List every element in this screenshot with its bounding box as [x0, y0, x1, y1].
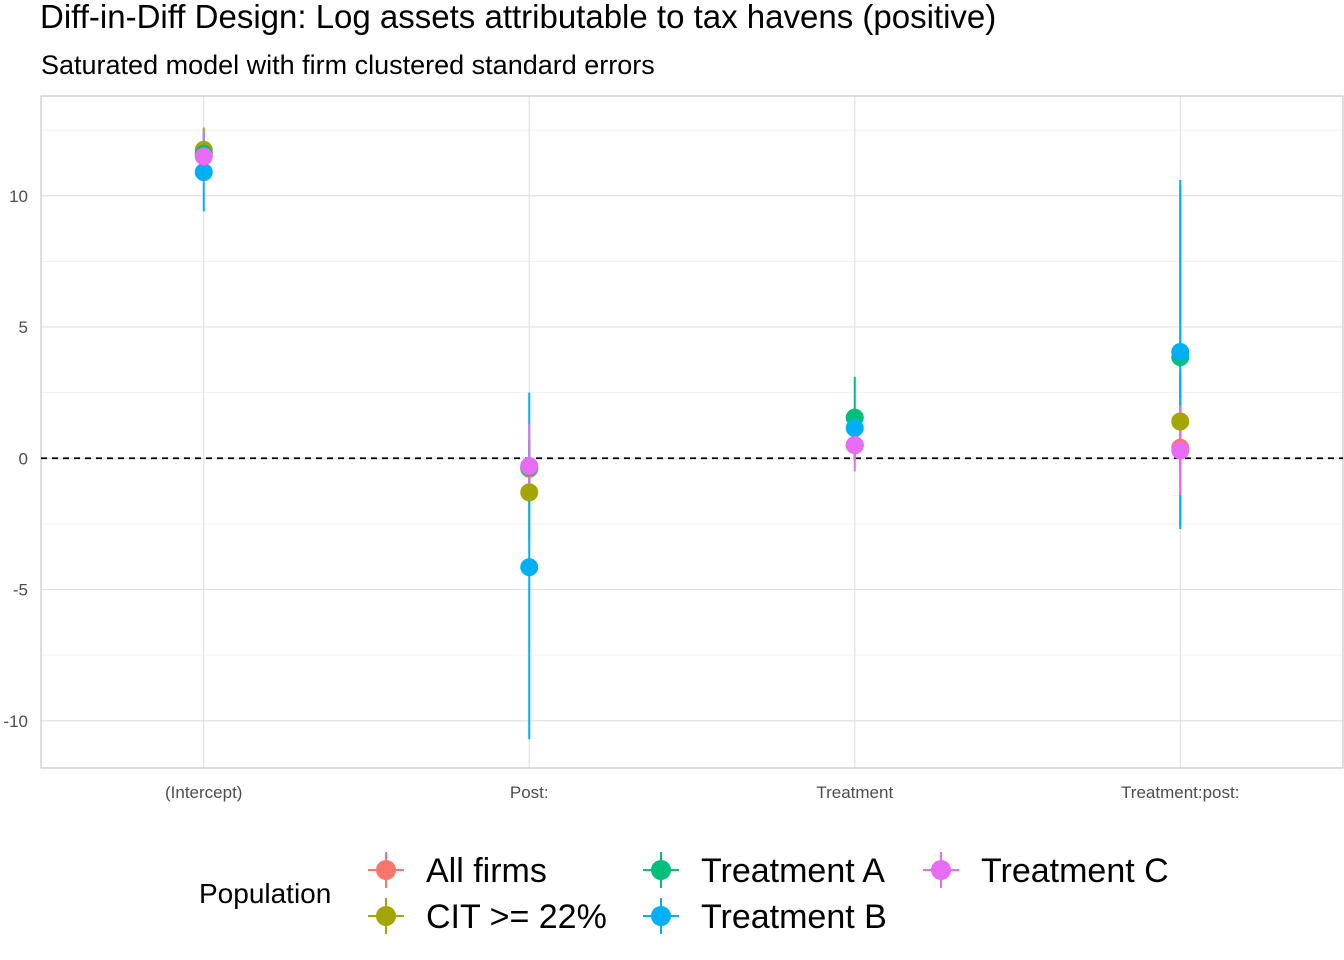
legend-label: Treatment B	[701, 898, 887, 936]
data-point	[194, 163, 213, 182]
y-tick-label: 10	[9, 187, 28, 206]
legend-key-point	[651, 860, 671, 880]
y-tick-label: 0	[19, 449, 28, 468]
x-tick-label: Treatment	[816, 783, 893, 802]
chart-subtitle: Saturated model with firm clustered stan…	[41, 50, 655, 80]
panel-border	[40, 95, 1344, 769]
data-point	[1171, 441, 1190, 460]
data-point	[1171, 342, 1190, 361]
y-tick-label: 5	[19, 318, 28, 337]
legend-key-point	[376, 906, 396, 926]
legend-label: Treatment A	[701, 852, 885, 890]
data-point	[845, 419, 864, 438]
x-tick-label: (Intercept)	[165, 783, 242, 802]
data-point	[520, 558, 539, 577]
legend-key-point	[376, 860, 396, 880]
y-tick-label: -10	[3, 712, 28, 731]
legend-label: All firms	[426, 852, 547, 890]
data-point	[520, 457, 539, 476]
legend-label: CIT >= 22%	[426, 898, 607, 936]
chart-title: Diff-in-Diff Design: Log assets attribut…	[40, 0, 996, 35]
legend-key-point	[651, 906, 671, 926]
legend-title: Population	[199, 878, 331, 909]
plot-area: -10 -5 0 5 10 (Intercept) Post: Treatment Treatm…	[3, 95, 1344, 802]
data-point	[1171, 412, 1190, 431]
data-point	[845, 436, 864, 455]
data-point	[520, 483, 539, 502]
legend-key-point	[931, 860, 951, 880]
x-tick-label: Post:	[510, 783, 549, 802]
x-tick-label: Treatment:post:	[1121, 783, 1239, 802]
data-point	[194, 147, 213, 166]
legend-label: Treatment C	[981, 852, 1169, 890]
y-tick-label: -5	[13, 581, 28, 600]
legend: Population All firms CIT >= 22% Treatment …	[199, 852, 1169, 936]
